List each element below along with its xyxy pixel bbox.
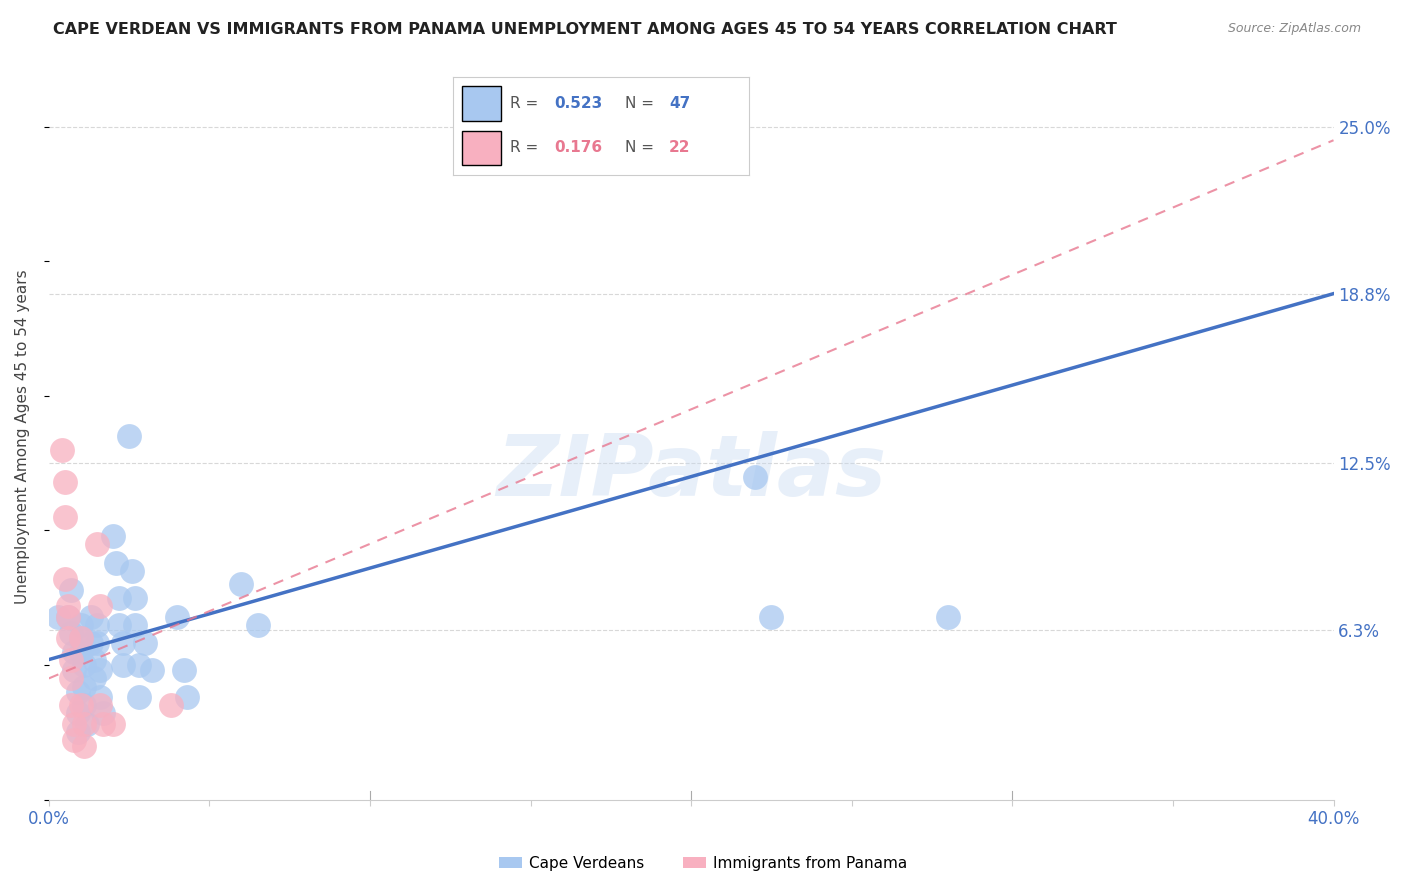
Point — [70, 698, 93, 713]
Point — [159, 698, 181, 713]
Point — [105, 556, 128, 570]
Point — [70, 617, 93, 632]
Point — [53, 572, 76, 586]
Point — [89, 599, 111, 613]
Point — [70, 631, 93, 645]
Point — [63, 664, 86, 678]
Y-axis label: Unemployment Among Ages 45 to 54 years: Unemployment Among Ages 45 to 54 years — [15, 269, 30, 604]
Point — [118, 429, 141, 443]
Point — [86, 537, 108, 551]
Point — [66, 725, 89, 739]
Point — [93, 717, 115, 731]
Text: Source: ZipAtlas.com: Source: ZipAtlas.com — [1227, 22, 1361, 36]
Point — [60, 698, 83, 713]
Text: ZIPatlas: ZIPatlas — [496, 431, 886, 514]
Point — [63, 733, 86, 747]
Point — [53, 475, 76, 489]
Point — [73, 739, 96, 753]
Point — [48, 609, 70, 624]
Point — [936, 609, 959, 624]
Point — [60, 672, 83, 686]
Point — [73, 698, 96, 713]
Point — [246, 617, 269, 632]
Legend: Cape Verdeans, Immigrants from Panama: Cape Verdeans, Immigrants from Panama — [492, 850, 914, 877]
Point — [121, 564, 143, 578]
Point — [761, 609, 783, 624]
Point — [89, 698, 111, 713]
Point — [70, 644, 93, 658]
Point — [86, 636, 108, 650]
Point — [56, 631, 79, 645]
Point — [83, 672, 105, 686]
Point — [89, 664, 111, 678]
Point — [101, 529, 124, 543]
Point — [73, 717, 96, 731]
Point — [89, 690, 111, 705]
Point — [73, 680, 96, 694]
Point — [108, 591, 131, 605]
Point — [141, 664, 163, 678]
Point — [86, 617, 108, 632]
Point — [111, 636, 134, 650]
Point — [51, 442, 73, 457]
Point — [60, 582, 83, 597]
Point — [56, 609, 79, 624]
Point — [108, 617, 131, 632]
Point — [124, 617, 146, 632]
Point — [173, 664, 195, 678]
Point — [66, 706, 89, 721]
Point — [60, 652, 83, 666]
Point — [744, 469, 766, 483]
Point — [124, 591, 146, 605]
Point — [79, 609, 101, 624]
Point — [231, 577, 253, 591]
Text: CAPE VERDEAN VS IMMIGRANTS FROM PANAMA UNEMPLOYMENT AMONG AGES 45 TO 54 YEARS CO: CAPE VERDEAN VS IMMIGRANTS FROM PANAMA U… — [53, 22, 1118, 37]
Point — [63, 717, 86, 731]
Point — [79, 636, 101, 650]
Point — [176, 690, 198, 705]
Point — [63, 644, 86, 658]
Point — [134, 636, 156, 650]
Point — [73, 657, 96, 672]
Point — [76, 717, 98, 731]
Point — [93, 706, 115, 721]
Point — [60, 625, 83, 640]
Point — [111, 657, 134, 672]
Point — [101, 717, 124, 731]
Point — [128, 690, 150, 705]
Point — [56, 599, 79, 613]
Point — [166, 609, 188, 624]
Point — [66, 685, 89, 699]
Point — [128, 657, 150, 672]
Point — [83, 652, 105, 666]
Point — [53, 510, 76, 524]
Point — [56, 609, 79, 624]
Point — [70, 631, 93, 645]
